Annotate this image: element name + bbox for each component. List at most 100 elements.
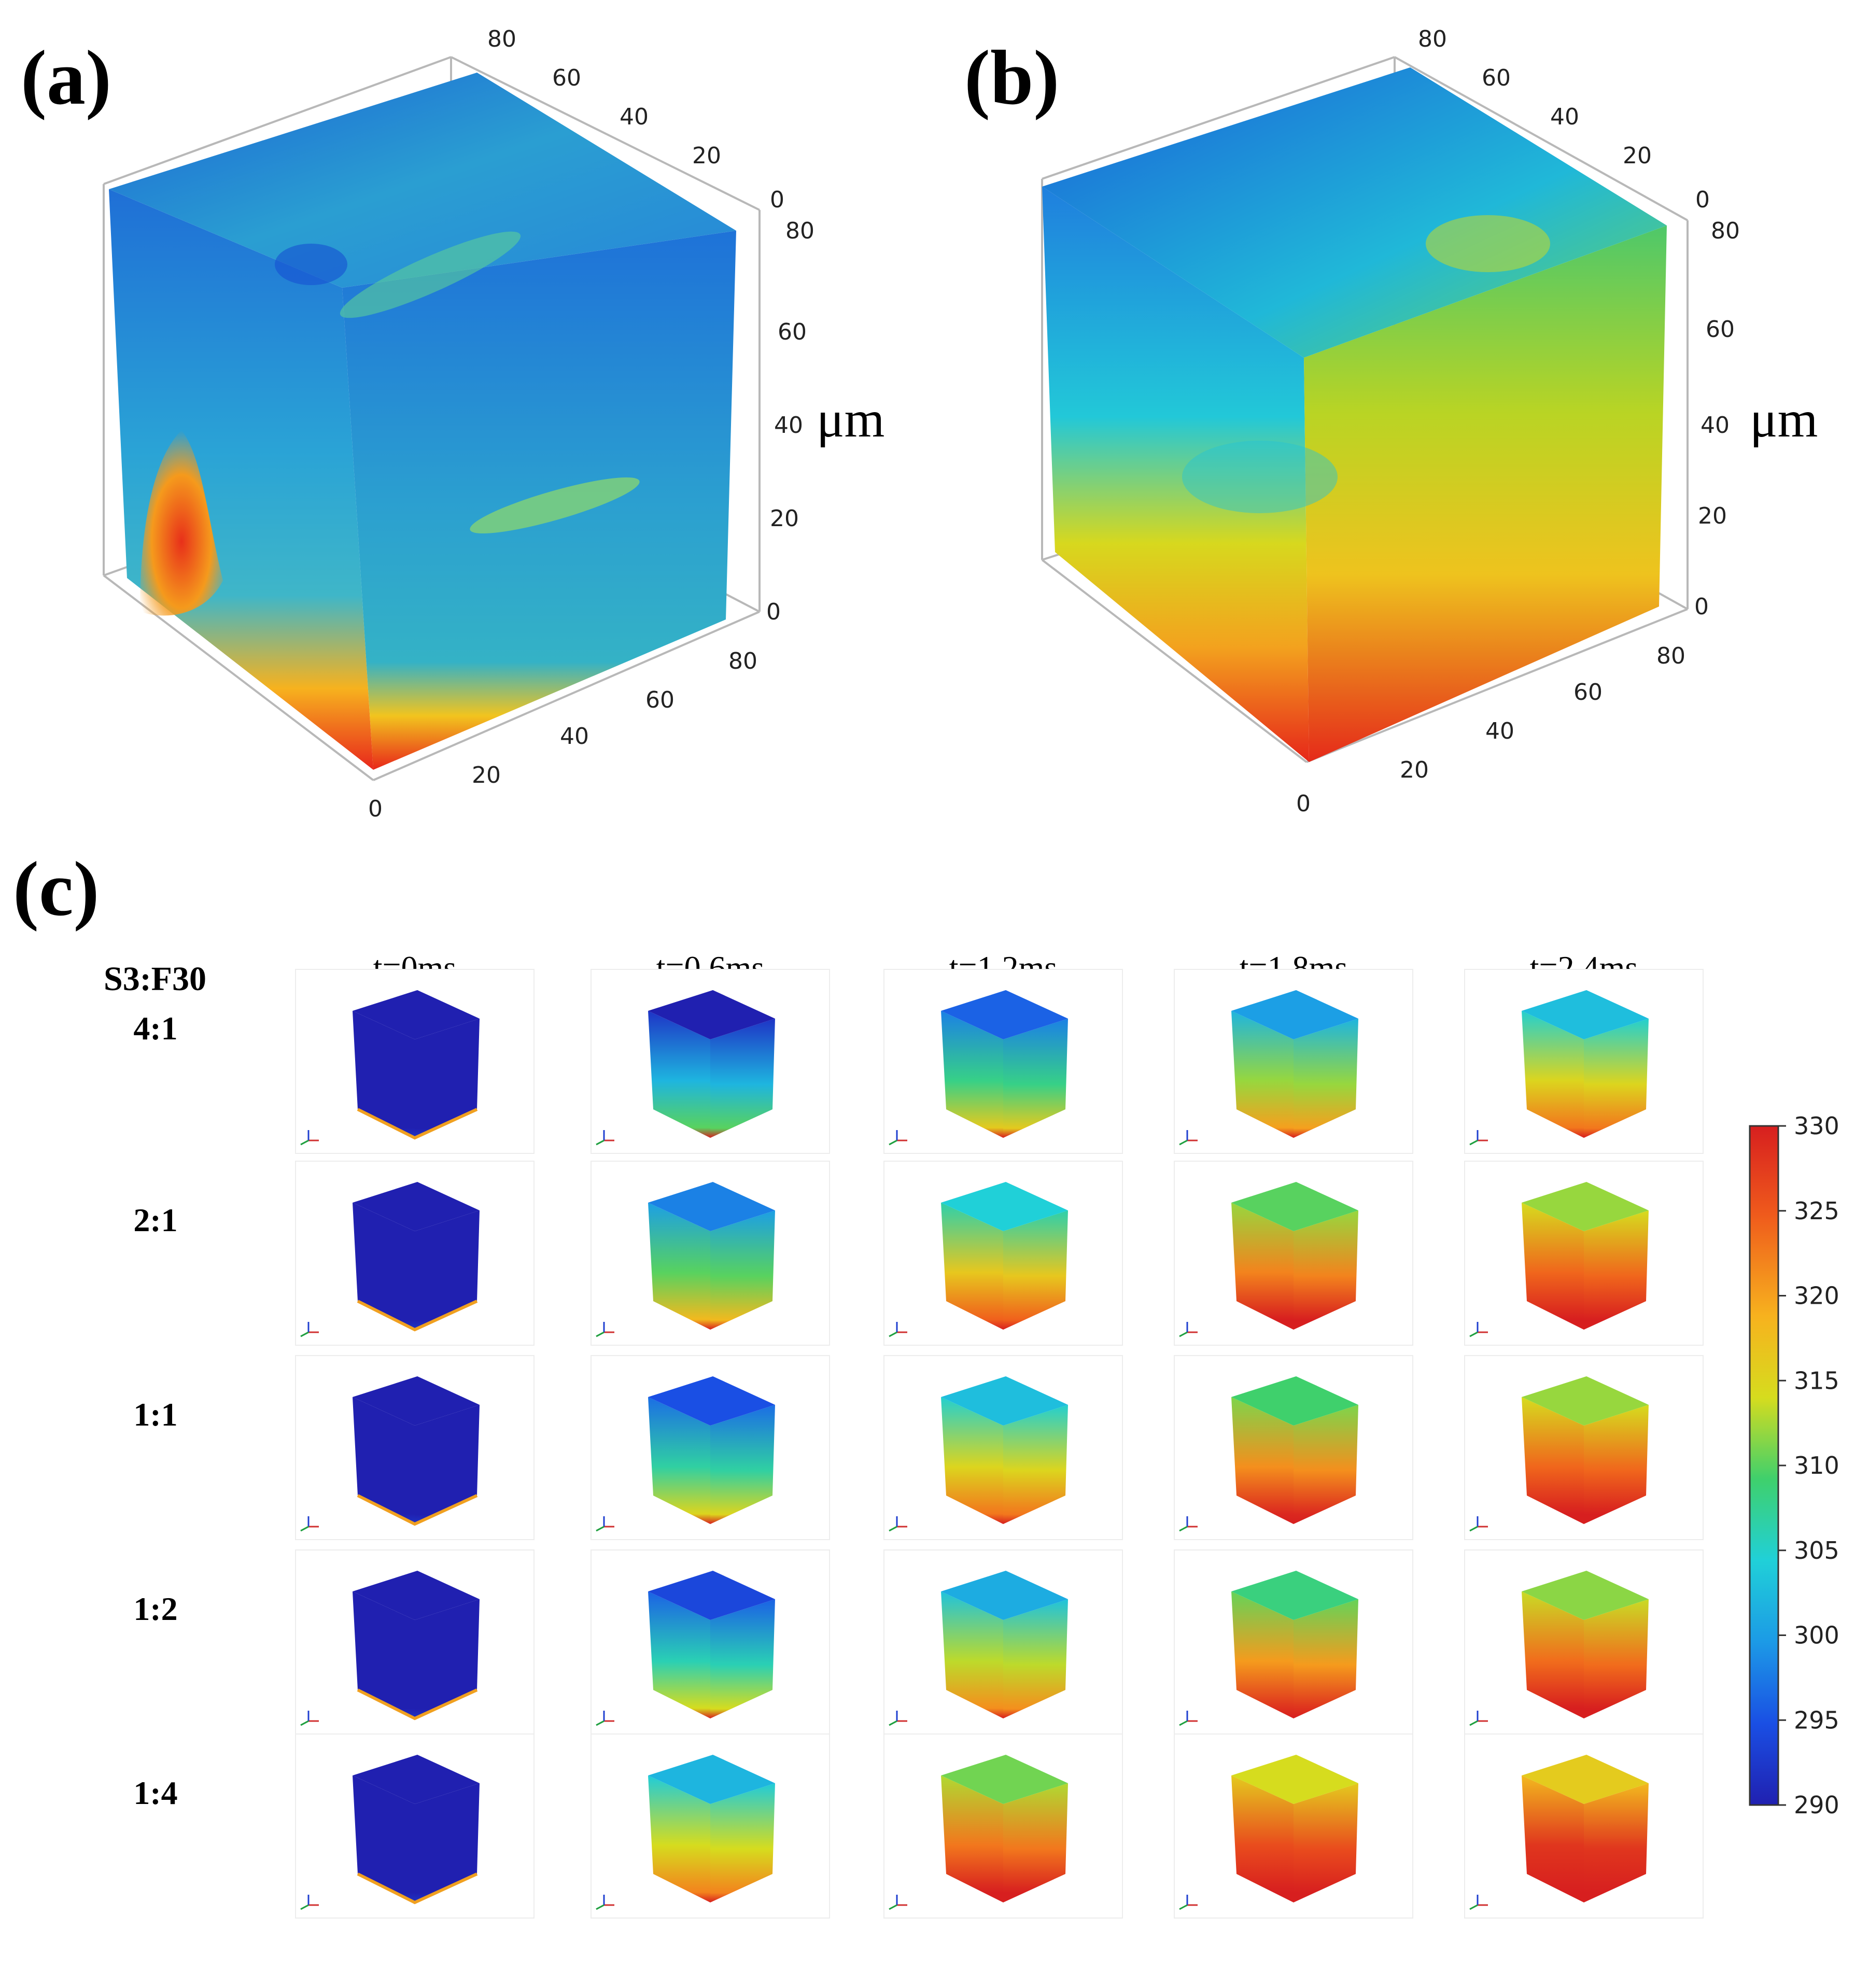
sim-cube-right (415, 1599, 480, 1718)
colorbar-tick-label-8: 290 (1794, 1791, 1839, 1819)
panel-b-z-tick-0: 0 (1694, 594, 1709, 620)
sim-cube-top (941, 990, 1068, 1039)
sim-axis-y (1469, 1720, 1478, 1726)
sim-cube-top (648, 1571, 775, 1620)
colorbar-ticks: 330 325 320 315 310 305 300 295 290 (1778, 1112, 1839, 1819)
sim-cube-top (648, 1376, 775, 1426)
sim-cube-r1-c0 (295, 1161, 535, 1346)
sim-cube-r1-c1 (591, 1161, 830, 1346)
sim-axis-y (1179, 1720, 1188, 1726)
sim-cube-left (648, 1203, 710, 1330)
colorbar-tick-label-1: 325 (1794, 1197, 1839, 1225)
sim-cube-heated-base (357, 1872, 478, 1905)
panel-b-x-tick-80: 80 (1656, 643, 1685, 669)
panel-c: (c) S3:F30 t=0ms t=0.6ms t=1.2ms t=1.8ms t=2… (13, 846, 1839, 1919)
sim-cube-left (941, 1397, 1003, 1524)
sim-cube-r4-c2 (883, 1733, 1123, 1919)
sim-cube-top (941, 1182, 1068, 1231)
panel-b-x-tick-40: 40 (1485, 718, 1514, 744)
sim-cube-right (710, 1599, 775, 1718)
sim-cube-r0-c0 (295, 969, 535, 1154)
sim-cube-right (415, 1019, 480, 1138)
sim-cube-right (1003, 1405, 1068, 1524)
sim-axis-y (1179, 1139, 1188, 1146)
sim-cube-r3-c0 (295, 1549, 535, 1735)
colorbar-tick-label-6: 300 (1794, 1622, 1839, 1649)
colorbar-gradient (1749, 1125, 1779, 1806)
sim-cube-left (1231, 1203, 1294, 1330)
sim-cube-left (941, 1203, 1003, 1330)
sim-axis-y (300, 1720, 309, 1726)
sim-cube-left (648, 1011, 710, 1138)
sim-cube-right (1584, 1405, 1649, 1524)
sim-cube-r1-c2 (883, 1161, 1123, 1346)
colorbar-tick-label-0: 330 (1794, 1112, 1839, 1140)
panel-a-back-tick-0: 80 (487, 26, 516, 52)
colorbar-tick-label-3: 315 (1794, 1366, 1839, 1394)
panel-b-unit-label: μm (1750, 390, 1818, 448)
sim-axis-y (1469, 1904, 1478, 1910)
sim-cube-r3-c1 (591, 1549, 830, 1735)
sim-cube-top (648, 1182, 775, 1231)
sim-cube-top (1231, 1755, 1358, 1804)
sim-cube-r0-c4 (1464, 969, 1704, 1154)
sim-cube-left (1231, 1775, 1294, 1902)
sim-cube-right (1294, 1599, 1358, 1718)
sim-cube-right (1584, 1019, 1649, 1138)
sim-cube-top (353, 1376, 480, 1426)
sim-cube-top (1522, 990, 1649, 1039)
panel-c-corner-label: S3:F30 (104, 960, 206, 998)
sim-cube-top (1231, 1571, 1358, 1620)
sim-cube-left (648, 1591, 710, 1718)
panel-b-z-tick-60: 60 (1706, 316, 1735, 343)
sim-cube-right (710, 1783, 775, 1902)
sim-cube-top (1231, 1182, 1358, 1231)
colorbar-tick-label-2: 320 (1794, 1282, 1839, 1310)
sim-cube-left (1231, 1397, 1294, 1524)
panel-b-back-tick-1: 60 (1482, 65, 1511, 91)
panel-b-back-tick-2: 40 (1550, 104, 1579, 130)
panel-a-x-tick-0: 0 (368, 796, 383, 822)
sim-cube-right (1003, 1783, 1068, 1902)
sim-axis-y (889, 1904, 897, 1910)
panel-b-back-tick-3: 20 (1623, 143, 1652, 169)
colorbar-tick-label-7: 295 (1794, 1706, 1839, 1734)
sim-axis-y (1469, 1139, 1478, 1146)
panel-b-z-tick-20: 20 (1698, 503, 1727, 529)
sim-cube-left (353, 1591, 415, 1718)
sim-cube-r4-c1 (591, 1733, 830, 1919)
row-labels: 4:1 2:1 1:1 1:2 1:4 (133, 1010, 177, 1811)
sim-cube-top (941, 1376, 1068, 1426)
sim-axis-y (596, 1331, 605, 1337)
panel-a-back-tick-3: 20 (692, 143, 721, 169)
sim-cube-left (648, 1775, 710, 1902)
sim-cube-right (415, 1210, 480, 1330)
sim-cube-top (1522, 1376, 1649, 1426)
panel-b-cube-right-face (1304, 225, 1667, 762)
sim-cube-right (1003, 1599, 1068, 1718)
colorbar: 330 325 320 315 310 305 300 295 290 (1749, 1112, 1839, 1819)
sim-cube-r3-c2 (883, 1549, 1123, 1735)
sim-cube-left (941, 1775, 1003, 1902)
sim-cube-left (941, 1591, 1003, 1718)
panel-a-label: (a) (21, 35, 111, 121)
sim-axis-y (300, 1904, 309, 1910)
panel-b-cool-intrusion (1182, 441, 1338, 513)
sim-cube-left (1231, 1591, 1294, 1718)
sim-cube-left (353, 1011, 415, 1138)
panel-a-x-tick-80: 80 (728, 648, 757, 674)
sim-axis-y (889, 1720, 897, 1726)
sim-axis-y (300, 1526, 309, 1532)
sim-axis-y (596, 1904, 605, 1910)
sim-cube-r4-c4 (1464, 1733, 1704, 1919)
panel-a-back-tick-2: 40 (620, 104, 649, 130)
sim-cube-r2-c2 (883, 1355, 1123, 1540)
sim-cube-left (1522, 1775, 1584, 1902)
sim-cube-right (710, 1405, 775, 1524)
panel-b-back-tick-4: 0 (1695, 187, 1710, 213)
sim-cube-top (353, 990, 480, 1039)
sim-cube-top (648, 1755, 775, 1804)
panel-b-back-tick-0: 80 (1418, 26, 1447, 52)
panel-a-cube-top-face (109, 73, 736, 288)
row-label-0: 4:1 (133, 1010, 177, 1047)
